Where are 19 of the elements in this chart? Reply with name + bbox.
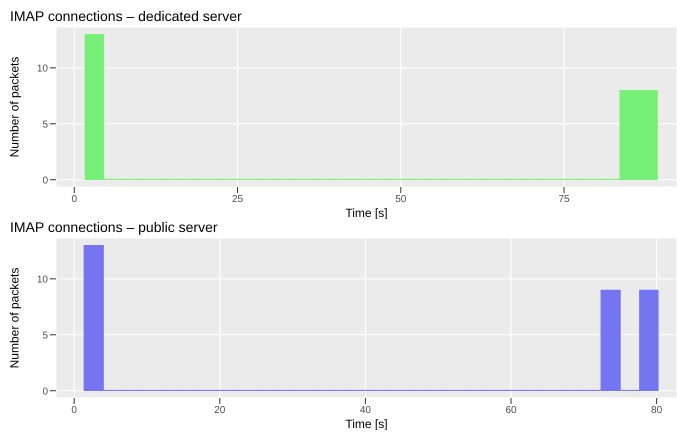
chart-title: IMAP connections – dedicated server [9, 8, 243, 25]
y-axis-title: Number of packets [7, 56, 22, 158]
x-tick-label: 20 [214, 405, 226, 416]
x-tick-label: 0 [72, 194, 78, 206]
x-tick-label: 80 [651, 405, 663, 416]
chart-title: IMAP connections – public server [9, 219, 219, 236]
x-tick-label: 75 [558, 194, 570, 206]
y-tick-label: 0 [42, 175, 48, 186]
x-tick-label: 25 [232, 194, 244, 206]
y-tick-label: 5 [42, 119, 48, 130]
y-axis-title: Number of packets [7, 268, 22, 368]
x-tick-label: 40 [360, 405, 372, 416]
y-tick-label: 0 [42, 386, 48, 398]
x-tick-label: 0 [71, 405, 78, 416]
y-tick-label: 10 [36, 63, 48, 74]
y-tick-label: 5 [42, 330, 48, 342]
x-tick-label: 50 [395, 194, 407, 206]
y-tick-label: 10 [36, 274, 48, 286]
x-tick-label: 60 [505, 405, 518, 416]
